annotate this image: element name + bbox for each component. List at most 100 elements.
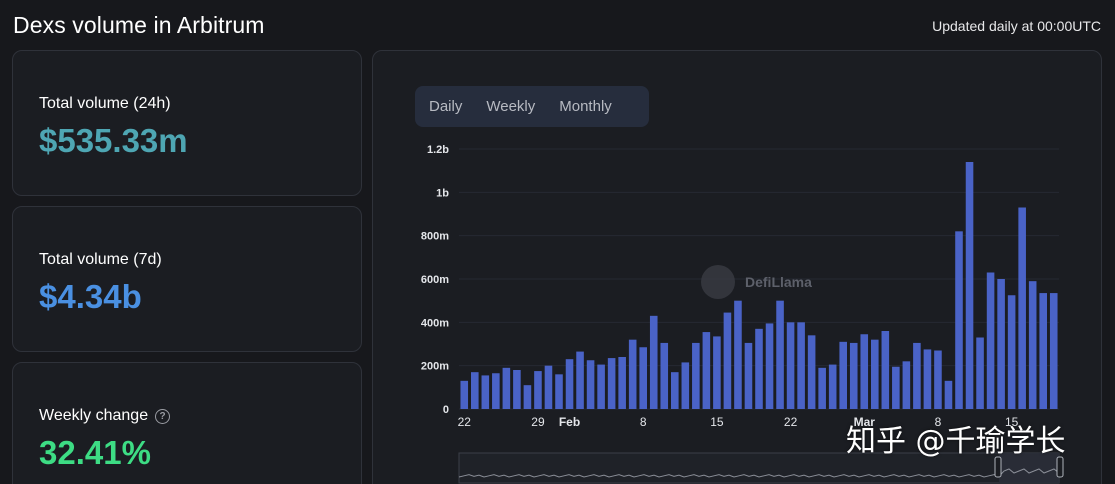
- stat-value-weekly-change: 32.41%: [39, 434, 151, 471]
- stat-card-weekly-change: Weekly change ? 32.41%: [12, 362, 362, 484]
- y-tick-label: 600m: [421, 274, 449, 286]
- interval-tabs: Daily Weekly Monthly: [415, 86, 649, 127]
- x-tick-label: 29: [531, 415, 545, 429]
- chart-bar[interactable]: [586, 360, 595, 409]
- chart-bar[interactable]: [555, 374, 563, 409]
- chart-bar[interactable]: [492, 373, 500, 409]
- chart-bar[interactable]: [881, 331, 890, 409]
- x-axis: 22 29 Feb 8 15 22 Mar 8 15: [458, 415, 1019, 429]
- chart-bar[interactable]: [671, 372, 679, 409]
- chart-bar[interactable]: [755, 328, 763, 409]
- stat-label-weekly-change: Weekly change ?: [39, 407, 171, 425]
- tab-weekly[interactable]: Weekly: [486, 98, 536, 115]
- chart-bar[interactable]: [513, 370, 521, 409]
- chart-bar[interactable]: [786, 322, 795, 409]
- chart-bar[interactable]: [965, 162, 974, 409]
- x-tick-label: 8: [640, 415, 647, 429]
- x-tick-label: 8: [935, 415, 942, 429]
- chart-bar[interactable]: [1039, 293, 1047, 409]
- defillama-watermark-text: DefiLlama: [745, 274, 812, 290]
- chart-bar[interactable]: [923, 349, 932, 409]
- chart-bar[interactable]: [849, 342, 858, 409]
- x-tick-label: Mar: [854, 415, 876, 429]
- chart-bar[interactable]: [955, 231, 963, 409]
- chart-bar[interactable]: [744, 342, 753, 409]
- chart-card: Daily Weekly Monthly 0 200m 400m 600m 800m 1b…: [372, 50, 1102, 484]
- update-info: Updated daily at 00:00UTC: [932, 18, 1101, 34]
- x-tick-label: Feb: [559, 415, 580, 429]
- chart-bar[interactable]: [944, 380, 953, 409]
- chart-bar[interactable]: [986, 272, 995, 410]
- chart-bar[interactable]: [913, 342, 921, 409]
- chart-bar[interactable]: [997, 279, 1005, 409]
- volume-chart: 0 200m 400m 600m 800m 1b 1.2b 22 29 Feb 8 15 22 Mar 8…: [421, 144, 1064, 484]
- chart-bar[interactable]: [628, 339, 637, 409]
- chart-bar[interactable]: [776, 300, 784, 409]
- chart-bar[interactable]: [702, 332, 711, 409]
- chart-bar[interactable]: [523, 385, 532, 409]
- range-brush[interactable]: [458, 452, 1064, 484]
- chart-bar[interactable]: [692, 342, 700, 409]
- chart-bar[interactable]: [818, 367, 826, 409]
- chart-bar[interactable]: [534, 371, 542, 409]
- chart-bar[interactable]: [1007, 295, 1016, 409]
- chart-bar[interactable]: [481, 375, 490, 409]
- chart-bar[interactable]: [1018, 207, 1026, 410]
- range-brush-left-handle[interactable]: [994, 456, 1002, 478]
- chart-bar[interactable]: [544, 365, 553, 409]
- y-tick-label: 800m: [421, 231, 449, 243]
- chart-bar[interactable]: [734, 300, 742, 409]
- chart-bar[interactable]: [660, 342, 669, 409]
- chart-bar[interactable]: [607, 358, 616, 409]
- chart-bar[interactable]: [934, 350, 942, 410]
- y-tick-label: 400m: [421, 317, 449, 329]
- x-tick-label: 15: [710, 415, 724, 429]
- help-icon[interactable]: ?: [155, 408, 171, 424]
- chart-bar[interactable]: [649, 315, 658, 409]
- chart-bar[interactable]: [471, 372, 479, 409]
- chart-bar[interactable]: [976, 337, 984, 410]
- y-tick-label: 1b: [436, 187, 449, 199]
- chart-bar[interactable]: [681, 362, 690, 409]
- chart-bar[interactable]: [460, 380, 469, 409]
- chart-bar[interactable]: [565, 359, 574, 409]
- chart-bar[interactable]: [860, 334, 869, 409]
- chart-bar[interactable]: [828, 364, 837, 409]
- chart-bar[interactable]: [902, 361, 911, 409]
- y-tick-label: 200m: [421, 361, 449, 373]
- chart-bar[interactable]: [1049, 293, 1058, 409]
- chart-bar[interactable]: [723, 312, 732, 409]
- stat-label-24h: Total volume (24h): [39, 95, 171, 112]
- stat-card-24h: Total volume (24h) $535.33m: [12, 50, 362, 196]
- y-tick-label: 0: [443, 404, 449, 416]
- chart-bar[interactable]: [713, 336, 721, 409]
- x-tick-label: 22: [784, 415, 798, 429]
- chart-bar[interactable]: [871, 339, 879, 409]
- chart-bar[interactable]: [639, 347, 647, 409]
- chart-bar[interactable]: [597, 364, 605, 409]
- stat-label-7d: Total volume (7d): [39, 251, 162, 268]
- y-axis: 0 200m 400m 600m 800m 1b 1.2b: [421, 144, 449, 416]
- chart-bar[interactable]: [1028, 281, 1037, 409]
- chart-bar[interactable]: [892, 366, 900, 409]
- range-brush-track: [458, 452, 1060, 484]
- chart-bars: [460, 162, 1058, 410]
- page-title: Dexs volume in Arbitrum: [13, 12, 265, 38]
- x-tick-label: 22: [458, 415, 472, 429]
- range-brush-sparkline: [458, 468, 1060, 478]
- stat-card-7d: Total volume (7d) $4.34b: [12, 206, 362, 352]
- defillama-watermark: DefiLlama: [701, 265, 812, 299]
- chart-bar[interactable]: [618, 357, 626, 409]
- stat-value-7d: $4.34b: [39, 278, 142, 315]
- chart-bar[interactable]: [765, 323, 774, 409]
- chart-bar[interactable]: [576, 351, 584, 409]
- chart-bar[interactable]: [807, 335, 816, 409]
- tab-monthly[interactable]: Monthly: [559, 98, 612, 115]
- stat-value-24h: $535.33m: [39, 122, 188, 159]
- tab-daily[interactable]: Daily: [429, 98, 463, 115]
- chart-bar[interactable]: [839, 341, 847, 409]
- range-brush-selection: [999, 453, 1059, 483]
- chart-bar[interactable]: [502, 367, 511, 409]
- range-brush-right-handle[interactable]: [1056, 456, 1064, 478]
- chart-bar[interactable]: [797, 322, 805, 409]
